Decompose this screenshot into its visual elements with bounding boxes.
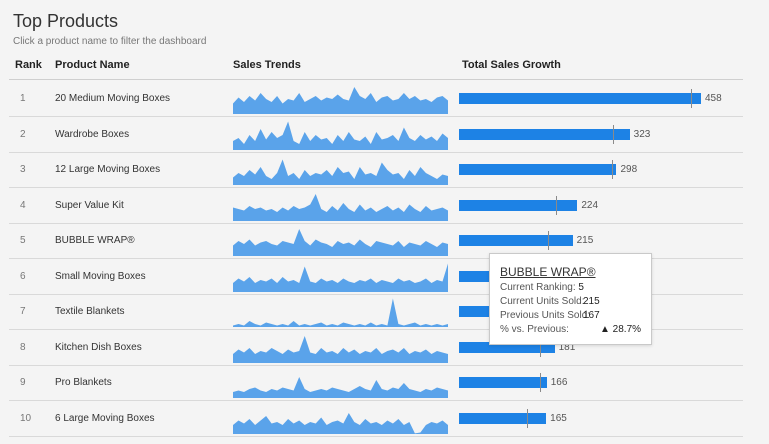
sales-growth-bar[interactable] [459,377,547,388]
previous-period-tick [691,89,693,108]
product-name-link[interactable]: Pro Blankets [55,377,112,388]
previous-period-tick [540,337,542,357]
sales-growth-value: 181 [558,341,576,353]
sales-growth-value: 323 [633,128,651,140]
sales-trend-area [233,87,448,114]
sales-growth-value: 166 [550,377,568,388]
rank-cell: 5 [20,235,26,246]
sales-trend-sparkline [233,193,448,221]
column-header-total-sales-growth: Total Sales Growth [462,59,561,71]
tooltip-value-ranking: 5 [578,282,584,293]
header-divider [9,79,743,80]
tooltip-label-previous-units: Previous Units Sold: [500,310,591,321]
sales-growth-bar[interactable] [459,93,701,104]
table-row[interactable]: 10 6 Large Moving Boxes 165 [9,401,743,437]
rank-cell: 9 [20,377,26,388]
sales-growth-value: 298 [620,164,638,175]
product-name-link[interactable]: 6 Large Moving Boxes [55,412,155,424]
table-row[interactable]: 5 BUBBLE WRAP® 215 [9,223,743,259]
sales-growth-value: 458 [705,93,722,104]
product-name-link[interactable]: 20 Medium Moving Boxes [55,93,171,104]
sales-trend-sparkline [233,377,448,398]
rank-cell: 4 [20,199,26,211]
sales-growth-bar[interactable] [459,128,630,140]
sales-trend-area [233,263,448,292]
sales-growth-bar[interactable] [459,235,573,246]
sales-trend-area [233,159,448,185]
sales-trend-sparkline [233,335,448,363]
tooltip-label-ranking: Current Ranking: [500,282,576,293]
product-name-link[interactable]: Textile Blankets [55,306,125,317]
rank-cell: 2 [20,128,26,140]
rank-cell: 6 [20,270,26,282]
tooltip-label-current-units: Current Units Sold: [500,296,585,307]
rank-cell: 1 [20,93,26,104]
previous-period-tick [611,160,613,179]
sales-growth-bar[interactable] [459,412,547,424]
product-name-link[interactable]: Super Value Kit [55,199,124,211]
sales-trend-area [233,412,448,434]
sales-growth-bar[interactable] [459,341,555,353]
sales-trend-sparkline [233,87,448,114]
sales-growth-value: 165 [550,412,567,424]
sales-trend-sparkline [233,298,448,327]
previous-period-tick [539,373,541,392]
table-row[interactable]: 2 Wardrobe Boxes 323 [9,117,743,153]
column-header-sales-trends: Sales Trends [233,59,301,71]
table-row[interactable]: 1 20 Medium Moving Boxes 458 [9,81,743,117]
previous-period-tick [556,195,558,215]
product-name-link[interactable]: Small Moving Boxes [55,270,146,282]
sales-trend-sparkline [233,229,448,256]
previous-period-tick [547,231,549,250]
column-header-rank: Rank [15,59,42,71]
tooltip-value-current-units: 215 [583,296,600,307]
tooltip-label-percent-vs-previous: % vs. Previous: [500,324,569,335]
rank-cell: 10 [20,412,32,424]
tooltip-value-previous-units: 167 [583,310,600,321]
product-name-link[interactable]: Kitchen Dish Boxes [55,341,142,353]
sales-growth-value: 215 [576,235,594,246]
rank-cell: 3 [20,164,26,175]
product-name-link[interactable]: Wardrobe Boxes [55,128,130,140]
sales-trend-area [233,377,448,398]
table-row[interactable]: 9 Pro Blankets 166 [9,365,743,401]
sales-trend-area [233,298,448,327]
rank-cell: 7 [20,306,26,317]
sales-growth-bar[interactable] [459,164,617,175]
sales-trend-sparkline [233,263,448,292]
product-tooltip: BUBBLE WRAP® Current Ranking: 5 Current … [489,253,652,345]
page-title: Top Products [13,11,119,31]
tooltip-title: BUBBLE WRAP® [500,265,596,279]
sales-trend-area [233,121,448,150]
table-row[interactable]: 3 12 Large Moving Boxes 298 [9,152,743,188]
sales-trend-sparkline [233,121,448,150]
sales-trend-area [233,335,448,363]
table-row[interactable]: 8 Kitchen Dish Boxes 181 [9,330,743,366]
sales-trend-area [233,229,448,256]
page-subtitle: Click a product name to filter the dashb… [13,36,207,47]
product-name-link[interactable]: BUBBLE WRAP® [55,235,135,246]
tooltip-value-percent-vs-previous: ▲ 28.7% [600,324,642,335]
sales-trend-area [233,193,448,221]
sales-growth-value: 224 [581,199,599,211]
sales-trend-sparkline [233,159,448,185]
rank-cell: 8 [20,341,26,353]
sales-trend-sparkline [233,412,448,434]
table-row[interactable]: 4 Super Value Kit 224 [9,188,743,224]
previous-period-tick [612,124,614,144]
sales-growth-bar[interactable] [459,199,578,211]
product-name-link[interactable]: 12 Large Moving Boxes [55,164,161,175]
previous-period-tick [527,408,528,428]
column-header-product-name: Product Name [55,59,130,71]
